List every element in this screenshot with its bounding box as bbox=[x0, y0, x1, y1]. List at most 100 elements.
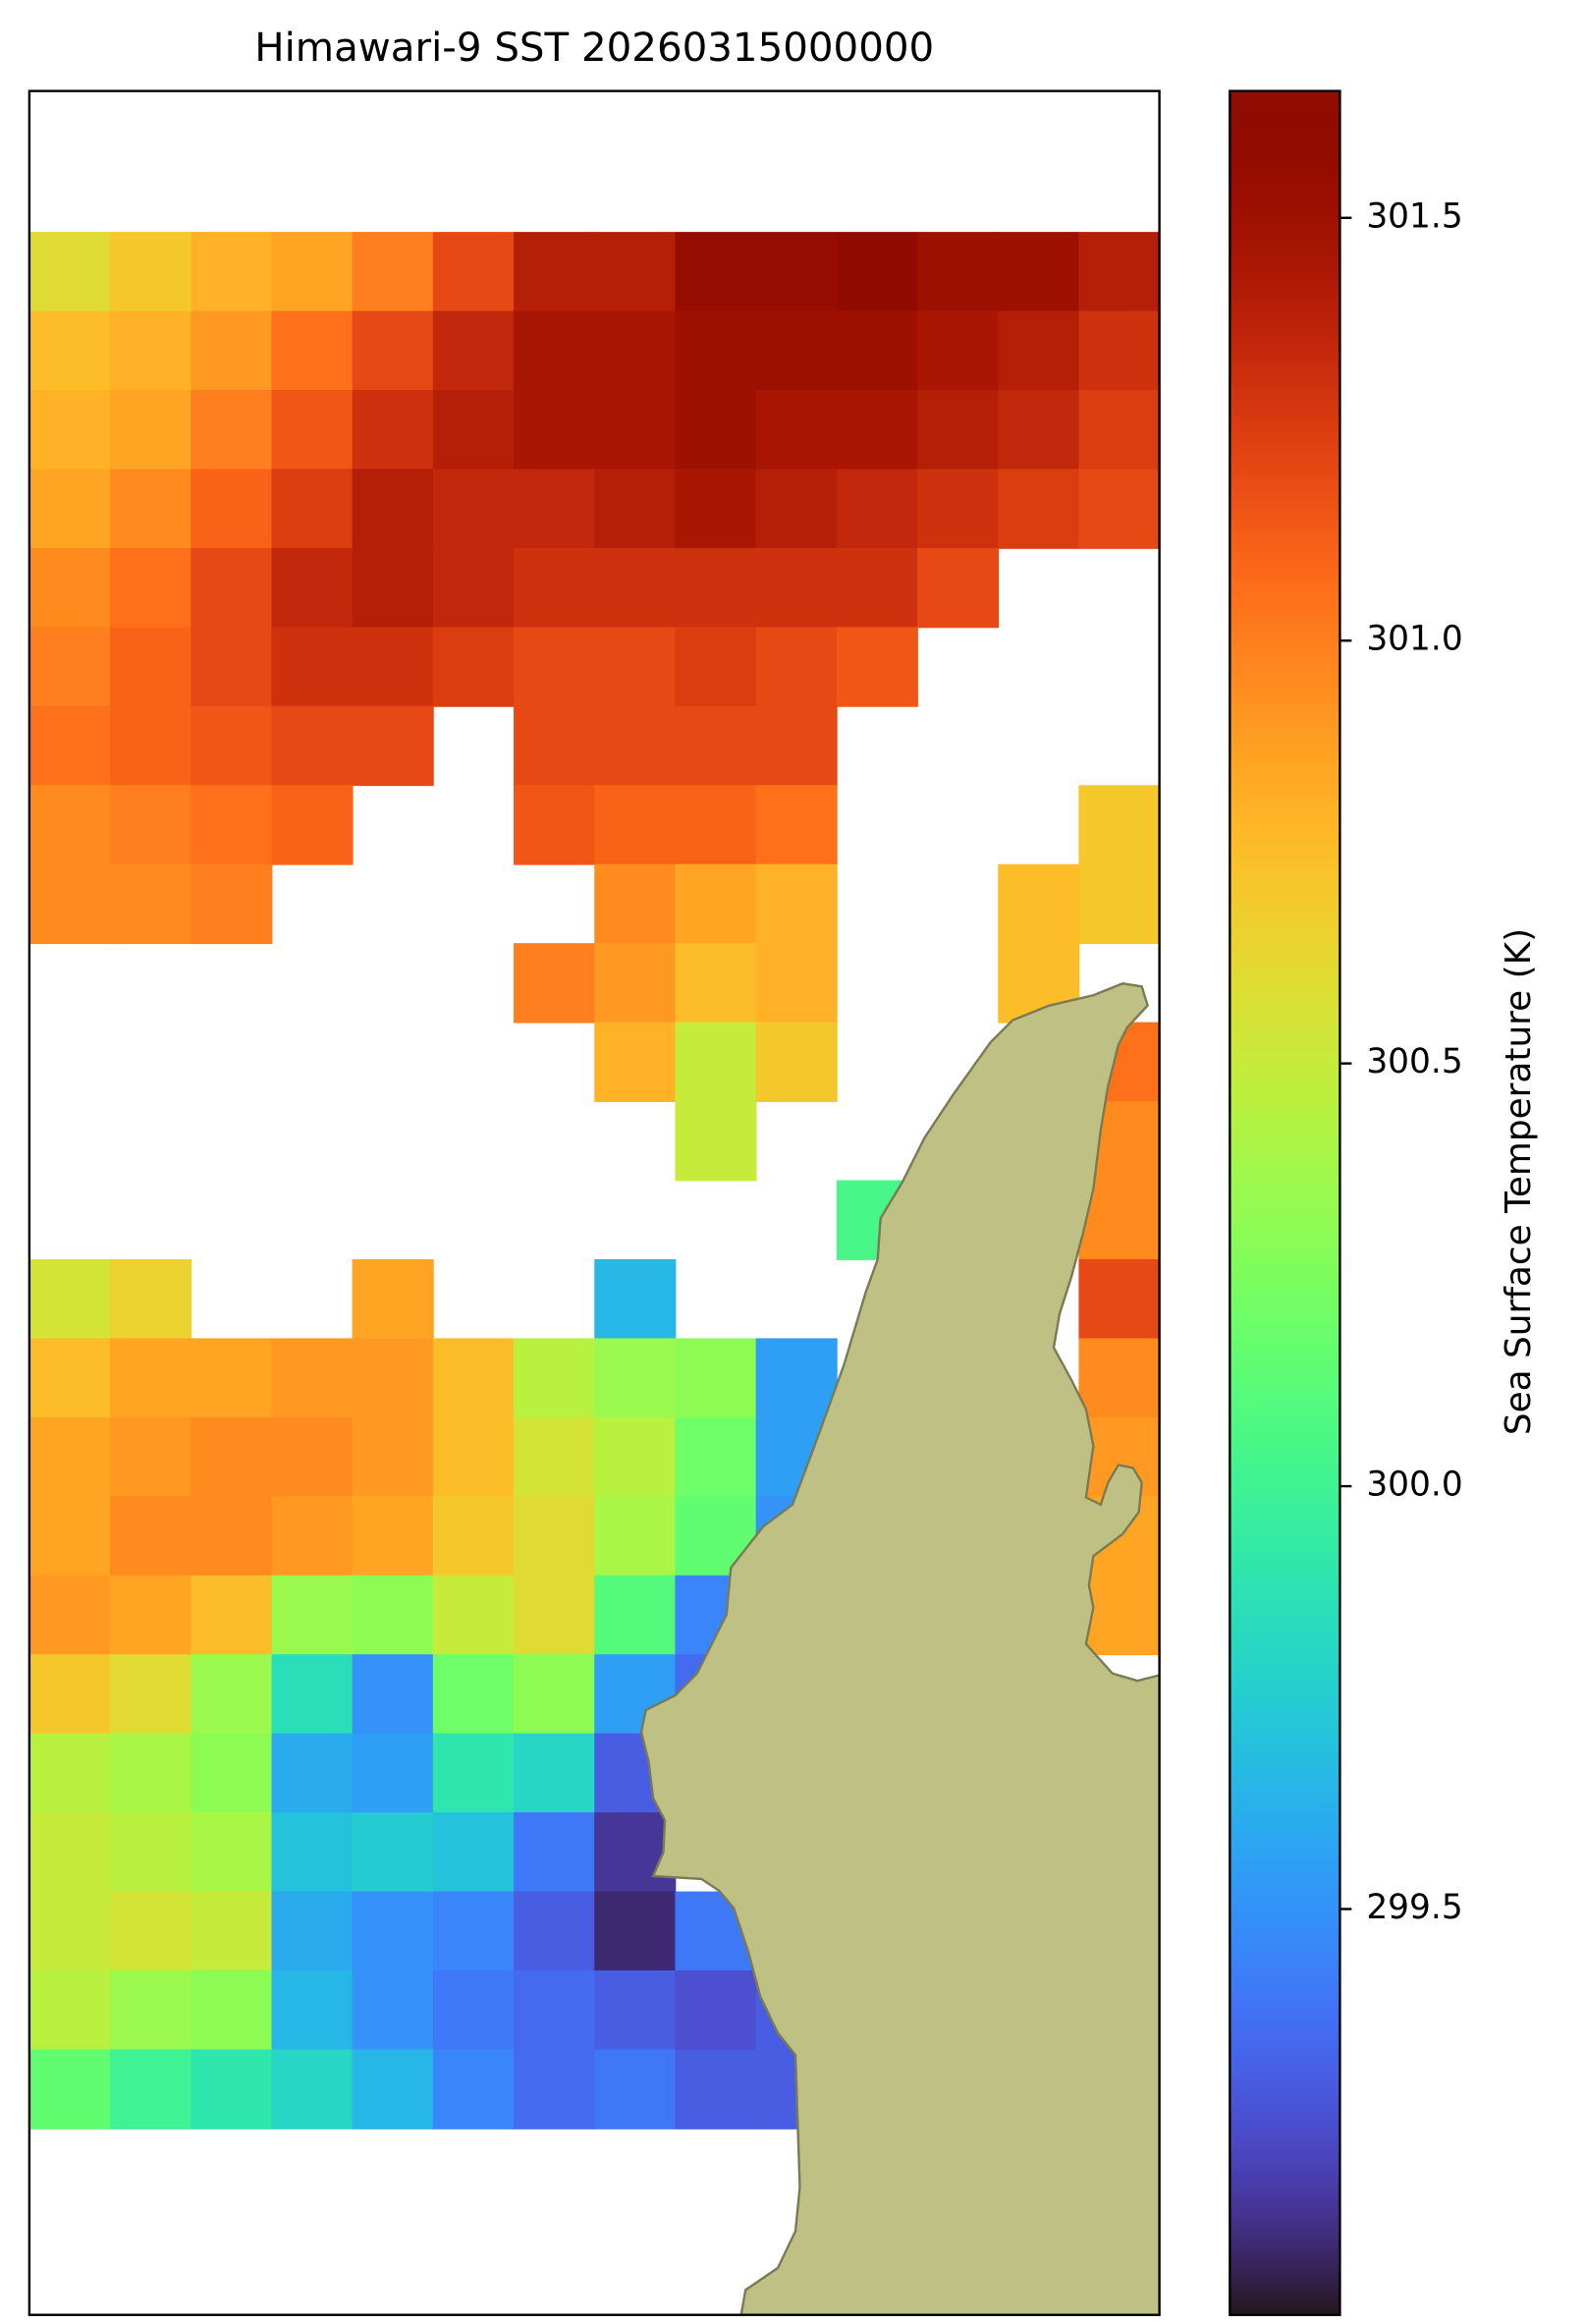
cell bbox=[352, 1970, 434, 2051]
cell bbox=[755, 390, 838, 470]
cell bbox=[594, 390, 677, 470]
cell bbox=[432, 1891, 515, 1971]
cell bbox=[110, 469, 192, 549]
cell bbox=[271, 1812, 354, 1893]
cell bbox=[432, 390, 515, 470]
cell bbox=[998, 310, 1080, 391]
cell bbox=[514, 469, 596, 549]
cell bbox=[514, 1496, 596, 1577]
cell bbox=[917, 310, 1000, 391]
cell bbox=[28, 1733, 111, 1814]
cell bbox=[271, 390, 354, 470]
colorbar-label: Sea Surface Temperature (K) bbox=[1499, 928, 1539, 1435]
cell bbox=[191, 1970, 273, 2051]
cell bbox=[514, 2049, 596, 2130]
cell bbox=[110, 1654, 192, 1735]
cell bbox=[594, 1338, 677, 1418]
cell bbox=[1078, 785, 1160, 865]
colorbar-tick-label: 301.0 bbox=[1366, 620, 1462, 659]
cell bbox=[191, 863, 273, 945]
cell bbox=[836, 310, 918, 391]
cell bbox=[110, 1575, 192, 1656]
cell bbox=[594, 310, 677, 391]
cell bbox=[514, 943, 596, 1024]
cell bbox=[271, 469, 354, 549]
cell bbox=[271, 1575, 354, 1656]
cell bbox=[1078, 469, 1160, 549]
cell bbox=[28, 1416, 111, 1498]
cell bbox=[1078, 232, 1160, 312]
cell bbox=[1078, 863, 1160, 945]
cell bbox=[432, 469, 515, 549]
cell bbox=[432, 1733, 515, 1814]
cell bbox=[755, 705, 838, 787]
cell bbox=[191, 1891, 273, 1971]
cell bbox=[1078, 1258, 1160, 1340]
cell bbox=[110, 232, 192, 312]
cell bbox=[675, 863, 757, 945]
cell bbox=[514, 1812, 596, 1893]
cell bbox=[998, 863, 1080, 945]
cell bbox=[514, 785, 596, 865]
cell bbox=[675, 1970, 757, 2051]
cell bbox=[432, 1812, 515, 1893]
cell bbox=[28, 310, 111, 391]
cell bbox=[594, 1416, 677, 1498]
cell bbox=[594, 1575, 677, 1656]
cell bbox=[352, 1258, 434, 1340]
cell bbox=[675, 232, 757, 312]
cell bbox=[191, 1733, 273, 1814]
cell bbox=[271, 785, 354, 865]
cell bbox=[514, 547, 596, 629]
cell bbox=[514, 1338, 596, 1418]
cell bbox=[191, 1575, 273, 1656]
cell bbox=[28, 1654, 111, 1735]
chart-title: Himawari-9 SST 20260315000000 bbox=[254, 25, 934, 71]
cell bbox=[755, 547, 838, 629]
cell bbox=[675, 1101, 757, 1182]
cell bbox=[917, 232, 1000, 312]
cell bbox=[28, 785, 111, 865]
cell bbox=[514, 705, 596, 787]
cell bbox=[271, 1496, 354, 1577]
cell bbox=[28, 705, 111, 787]
cell bbox=[191, 705, 273, 787]
cell bbox=[917, 469, 1000, 549]
colorbar-tick-label: 299.5 bbox=[1366, 1888, 1462, 1927]
cell bbox=[998, 232, 1080, 312]
cell bbox=[1078, 310, 1160, 391]
cell bbox=[110, 785, 192, 865]
cell bbox=[110, 705, 192, 787]
cell bbox=[514, 310, 596, 391]
cell bbox=[271, 627, 354, 707]
cell bbox=[432, 1654, 515, 1735]
cell bbox=[28, 1258, 111, 1340]
cell bbox=[594, 943, 677, 1024]
cell bbox=[755, 1338, 838, 1418]
cell bbox=[28, 390, 111, 470]
cell bbox=[675, 627, 757, 707]
cell bbox=[271, 1970, 354, 2051]
cell bbox=[110, 1891, 192, 1971]
cell bbox=[432, 1338, 515, 1418]
cell bbox=[352, 1338, 434, 1418]
cell bbox=[110, 1416, 192, 1498]
cell bbox=[352, 627, 434, 707]
cell bbox=[836, 627, 918, 707]
cell bbox=[191, 232, 273, 312]
cell bbox=[1078, 1338, 1160, 1418]
cell bbox=[28, 863, 111, 945]
cell bbox=[28, 547, 111, 629]
cell bbox=[271, 1416, 354, 1498]
cell bbox=[352, 390, 434, 470]
cell bbox=[432, 1496, 515, 1577]
cell bbox=[191, 1812, 273, 1893]
cell bbox=[675, 547, 757, 629]
colorbar-tick-label: 301.5 bbox=[1366, 196, 1462, 236]
cell bbox=[110, 863, 192, 945]
cell bbox=[675, 1338, 757, 1418]
cell bbox=[352, 1733, 434, 1814]
cell bbox=[755, 863, 838, 945]
cell bbox=[110, 1338, 192, 1418]
